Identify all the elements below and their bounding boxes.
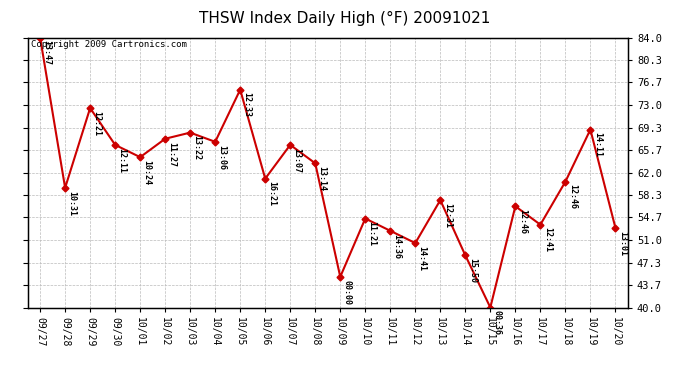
Text: 15:50: 15:50 bbox=[468, 258, 477, 283]
Text: 12:46: 12:46 bbox=[518, 209, 526, 234]
Text: 11:21: 11:21 bbox=[368, 221, 377, 246]
Text: 00:36: 00:36 bbox=[493, 310, 502, 335]
Text: 14:41: 14:41 bbox=[417, 246, 426, 271]
Text: 13:14: 13:14 bbox=[317, 166, 326, 191]
Text: 13:01: 13:01 bbox=[618, 231, 627, 255]
Text: 12:31: 12:31 bbox=[443, 203, 452, 228]
Text: 12:46: 12:46 bbox=[568, 184, 577, 210]
Text: 00:00: 00:00 bbox=[343, 280, 352, 304]
Text: 14:36: 14:36 bbox=[393, 234, 402, 259]
Text: 13:22: 13:22 bbox=[193, 135, 201, 160]
Text: 10:24: 10:24 bbox=[143, 160, 152, 185]
Text: 12:11: 12:11 bbox=[117, 148, 126, 172]
Text: 16:21: 16:21 bbox=[268, 182, 277, 206]
Text: 13:07: 13:07 bbox=[293, 148, 302, 172]
Text: Copyright 2009 Cartronics.com: Copyright 2009 Cartronics.com bbox=[30, 40, 186, 49]
Text: 10:31: 10:31 bbox=[68, 190, 77, 216]
Text: 11:27: 11:27 bbox=[168, 141, 177, 166]
Text: 13:47: 13:47 bbox=[43, 40, 52, 65]
Text: 13:06: 13:06 bbox=[217, 145, 226, 170]
Text: 12:41: 12:41 bbox=[543, 227, 552, 252]
Text: THSW Index Daily High (°F) 20091021: THSW Index Daily High (°F) 20091021 bbox=[199, 11, 491, 26]
Text: 12:33: 12:33 bbox=[243, 92, 252, 117]
Text: 14:11: 14:11 bbox=[593, 132, 602, 158]
Text: 12:21: 12:21 bbox=[92, 111, 101, 136]
